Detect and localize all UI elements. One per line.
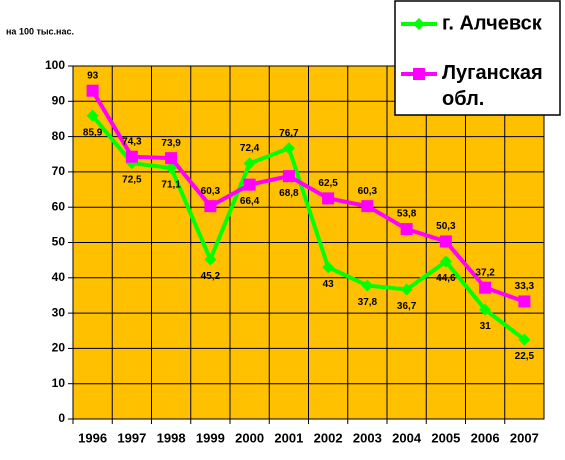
data-point bbox=[413, 68, 425, 80]
data-label: 50,3 bbox=[436, 221, 456, 232]
y-tick-label: 70 bbox=[52, 164, 66, 178]
data-point bbox=[204, 200, 217, 213]
y-tick-label: 40 bbox=[52, 270, 66, 284]
y-tick-label: 80 bbox=[52, 129, 66, 143]
data-label: 62,5 bbox=[318, 178, 338, 189]
y-tick-label: 0 bbox=[58, 411, 65, 425]
data-label: 76,7 bbox=[279, 128, 299, 139]
data-point bbox=[518, 295, 531, 308]
data-label: 66,4 bbox=[240, 196, 260, 207]
data-label: 31 bbox=[480, 321, 492, 332]
y-tick-label: 50 bbox=[52, 235, 66, 249]
data-point bbox=[322, 261, 335, 274]
data-point bbox=[439, 255, 452, 268]
data-label: 71,1 bbox=[161, 180, 181, 191]
data-point bbox=[479, 303, 492, 316]
y-axis-label: на 100 тыс.нас. bbox=[6, 26, 74, 36]
data-point bbox=[243, 157, 256, 170]
data-label: 93 bbox=[87, 70, 99, 81]
data-label: 53,8 bbox=[397, 209, 417, 220]
legend-label: г. Алчевск bbox=[442, 12, 543, 34]
data-point bbox=[204, 253, 217, 266]
legend-box bbox=[394, 0, 561, 116]
x-tick-label: 2001 bbox=[274, 430, 303, 445]
x-tick-label: 2005 bbox=[431, 430, 460, 445]
data-point bbox=[400, 283, 413, 296]
data-label: 45,2 bbox=[201, 271, 221, 282]
data-label: 74,3 bbox=[122, 136, 142, 147]
data-label: 72,4 bbox=[240, 143, 260, 154]
data-point bbox=[282, 170, 295, 183]
data-label: 37,2 bbox=[475, 267, 495, 278]
data-label: 72,5 bbox=[122, 175, 142, 186]
x-tick-label: 1998 bbox=[157, 430, 186, 445]
data-label: 22,5 bbox=[515, 351, 535, 362]
y-tick-label: 10 bbox=[52, 376, 66, 390]
x-tick-label: 2004 bbox=[392, 430, 422, 445]
data-point bbox=[361, 279, 374, 292]
x-tick-label: 2003 bbox=[353, 430, 382, 445]
data-point bbox=[165, 152, 178, 165]
y-tick-label: 90 bbox=[52, 93, 66, 107]
data-point bbox=[165, 162, 178, 175]
x-tick-label: 1997 bbox=[117, 430, 146, 445]
data-point bbox=[86, 84, 99, 97]
data-point bbox=[400, 223, 413, 236]
y-tick-label: 20 bbox=[52, 341, 66, 355]
data-point bbox=[361, 200, 374, 213]
y-tick-label: 30 bbox=[52, 305, 66, 319]
data-label: 60,3 bbox=[201, 186, 221, 197]
x-tick-label: 2007 bbox=[510, 430, 539, 445]
x-tick-label: 2006 bbox=[471, 430, 500, 445]
data-point bbox=[518, 333, 531, 346]
data-point bbox=[479, 281, 492, 294]
series-line bbox=[91, 114, 526, 342]
data-point bbox=[243, 178, 256, 191]
y-tick-label: 60 bbox=[52, 199, 66, 213]
data-point bbox=[439, 235, 452, 248]
data-point bbox=[322, 192, 335, 205]
legend-label: Луганская обл. bbox=[442, 62, 543, 110]
data-point bbox=[413, 18, 425, 30]
data-point bbox=[125, 150, 138, 163]
data-point bbox=[282, 142, 295, 155]
x-tick-label: 2002 bbox=[314, 430, 343, 445]
data-label: 60,3 bbox=[358, 186, 378, 197]
data-point bbox=[86, 109, 99, 122]
data-label: 36,7 bbox=[397, 301, 417, 312]
x-tick-label: 1996 bbox=[78, 430, 107, 445]
data-label: 33,3 bbox=[515, 281, 535, 292]
data-label: 44,6 bbox=[436, 273, 456, 284]
data-label: 73,9 bbox=[161, 138, 181, 149]
y-tick-label: 100 bbox=[45, 58, 65, 72]
data-label: 37,8 bbox=[358, 297, 378, 308]
x-tick-label: 2000 bbox=[235, 430, 264, 445]
series-line bbox=[90, 89, 526, 304]
data-label: 85,9 bbox=[83, 127, 103, 138]
data-label: 43 bbox=[323, 279, 335, 290]
data-label: 68,8 bbox=[279, 188, 299, 199]
x-tick-label: 1999 bbox=[196, 430, 225, 445]
